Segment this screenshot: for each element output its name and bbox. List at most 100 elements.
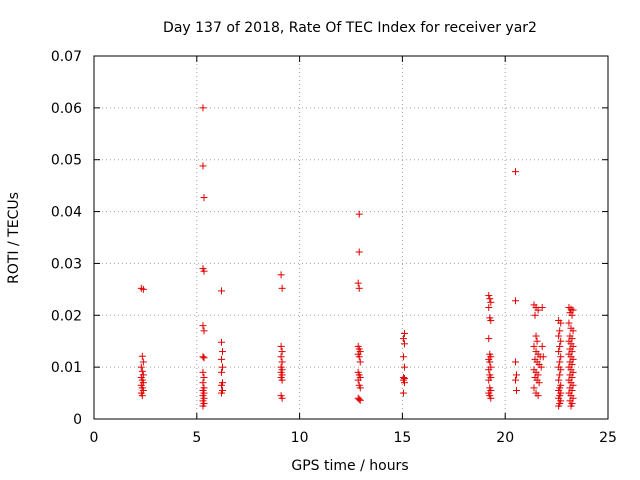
data-point [354,279,362,287]
x-tick-labels: 0 5 10 15 20 25 [90,430,617,446]
data-point [487,298,495,306]
data-point [200,327,208,335]
y-tick-label: 0.03 [51,256,82,272]
data-point [400,329,408,337]
data-point [356,396,364,404]
data-point [569,327,577,335]
data-point [399,335,407,343]
data-point [485,304,493,312]
data-point [555,348,563,356]
data-point [137,363,145,371]
data-point [534,306,542,314]
data-point [399,389,407,397]
y-axis-title: ROTI / TECUs [6,192,22,284]
data-point [200,354,208,362]
data-point [355,353,363,361]
data-point [278,376,286,384]
data-point [513,386,521,394]
data-point [139,285,147,293]
y-tick-label: 0.02 [51,308,82,324]
y-tick-label: 0.05 [51,153,82,169]
x-tick-label: 25 [599,430,617,446]
grid-lines [94,56,608,419]
data-point [356,358,364,366]
x-axis-title: GPS time / hours [291,458,408,474]
data-point [200,374,208,382]
data-points [137,104,577,410]
data-point [200,267,208,275]
data-point [565,319,573,327]
data-point [217,355,225,363]
data-point [278,394,286,402]
data-point [217,389,225,397]
chart-title: Day 137 of 2018, Rate Of TEC Index for r… [163,20,537,36]
data-point [486,295,494,303]
x-tick-label: 0 [90,430,99,446]
data-point [219,348,226,356]
data-point [538,342,546,350]
data-point [530,384,538,392]
data-point [138,392,146,400]
data-point [557,319,565,327]
y-tick-labels: 0 0.01 0.02 0.03 0.04 0.05 0.06 0.07 [51,49,82,428]
data-point [511,358,519,366]
data-point [539,353,547,361]
data-point [537,363,545,371]
data-point [511,168,519,176]
data-point [139,358,147,366]
data-point [485,335,493,343]
data-point [538,304,546,312]
y-tick-label: 0.06 [51,101,82,117]
data-point [278,284,286,292]
data-point [217,338,225,346]
y-tick-label: 0.07 [51,49,82,65]
data-point [355,395,363,403]
data-point [532,332,540,340]
data-point [217,368,225,376]
data-point [217,381,225,389]
data-point [277,271,285,279]
data-point [277,353,285,361]
data-point [278,358,286,366]
data-point [555,402,563,410]
data-point [485,376,493,384]
data-point [567,402,575,410]
data-point [199,104,207,112]
y-tick-label: 0.01 [51,360,82,376]
data-point [556,327,564,335]
data-point [138,352,146,360]
data-point [199,402,207,410]
data-point [400,363,408,371]
data-point [557,337,565,345]
data-point [513,371,521,379]
axis-ticks [93,55,609,420]
data-point [278,348,286,356]
data-point [400,379,408,387]
data-point [530,342,538,350]
data-point [533,337,541,345]
data-point [556,371,564,379]
data-point [556,342,564,350]
x-tick-label: 5 [192,430,201,446]
data-point [485,292,493,300]
data-point [555,332,563,340]
data-point [277,342,285,350]
data-point [556,358,564,366]
data-point [557,366,565,374]
data-point [400,340,408,348]
data-point [399,353,407,361]
data-point [199,379,207,387]
data-point [485,366,493,374]
data-point [486,358,494,366]
data-point [531,311,539,319]
x-tick-label: 10 [291,430,309,446]
data-point [199,322,207,330]
data-point [557,353,565,361]
data-point [219,363,226,371]
x-tick-label: 20 [496,430,514,446]
data-point [199,162,207,170]
data-point [200,194,208,202]
y-tick-label: 0.04 [51,205,82,221]
data-point [356,384,364,392]
data-point [355,284,363,292]
